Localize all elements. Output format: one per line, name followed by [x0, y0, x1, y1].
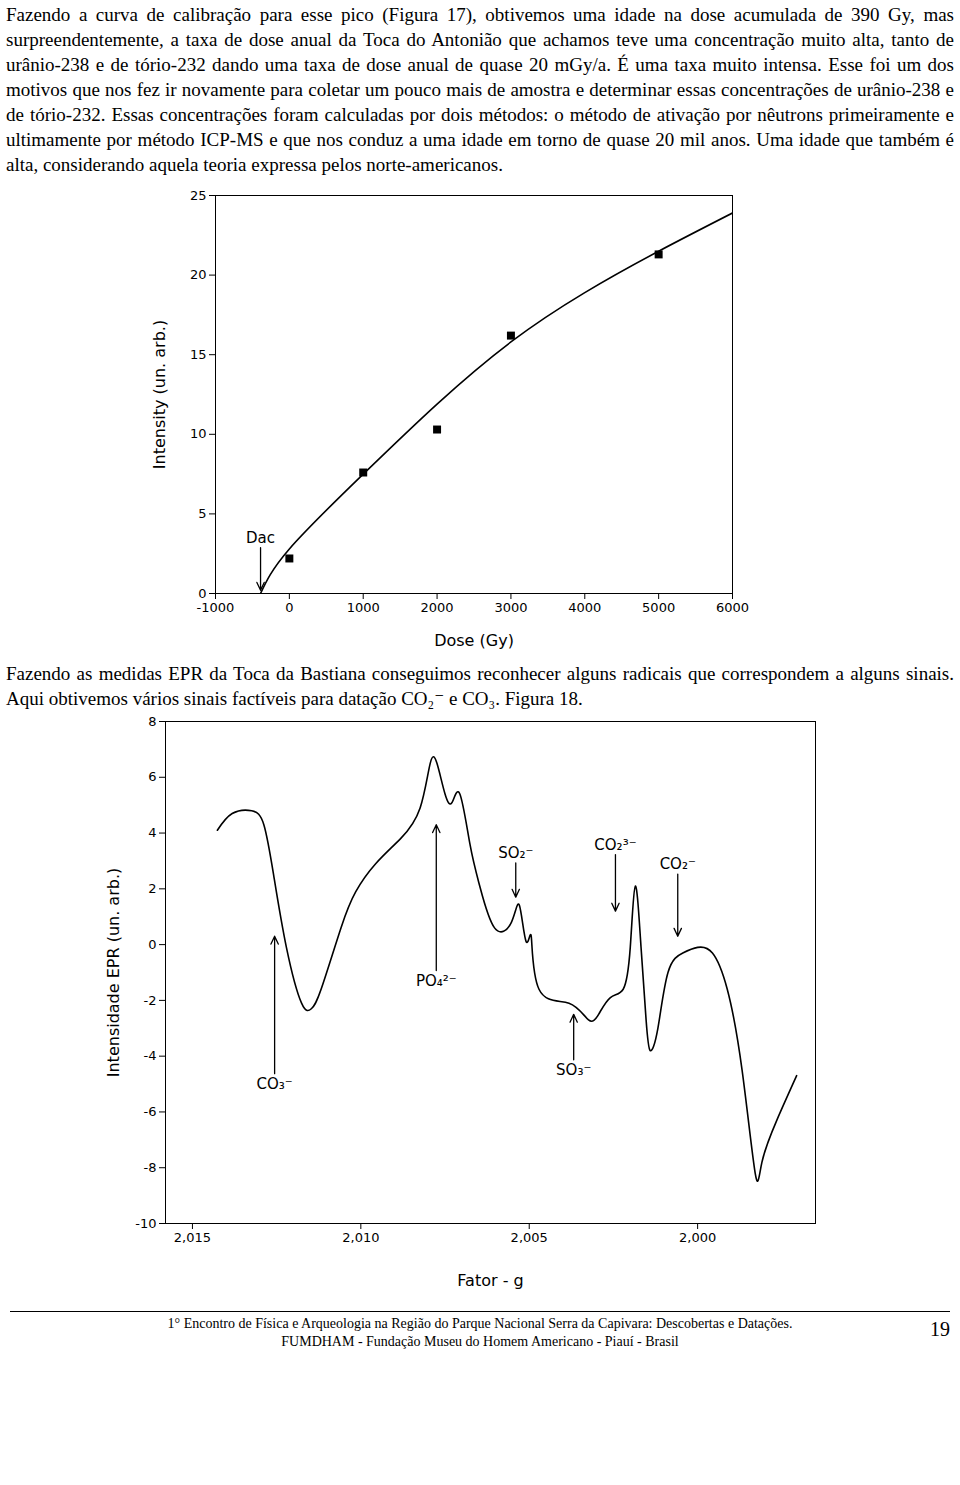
html-text:Fazendo as medidas EPR da Toca: Fazendo as medidas EPR da Toca da Bastia…	[6, 663, 954, 709]
svg-text:1000: 1000	[347, 600, 380, 615]
svg-text:5: 5	[198, 506, 206, 521]
svg-text:Dac: Dac	[246, 529, 275, 547]
svg-text:6: 6	[148, 769, 156, 784]
svg-text:0: 0	[285, 600, 293, 615]
svg-text:SO₃⁻: SO₃⁻	[556, 1061, 591, 1079]
html-text:Fazendo a curva de calibração: Fazendo a curva de calibração para esse …	[6, 4, 954, 175]
svg-text:3000: 3000	[494, 600, 527, 615]
svg-text:4000: 4000	[568, 600, 601, 615]
svg-text:6000: 6000	[716, 600, 749, 615]
svg-text:8: 8	[148, 714, 156, 729]
svg-text:0: 0	[148, 937, 156, 952]
svg-text:4: 4	[148, 825, 156, 840]
svg-text:Dose (Gy): Dose (Gy)	[434, 631, 514, 650]
svg-text:2,015: 2,015	[174, 1230, 211, 1245]
svg-text:-1000: -1000	[197, 600, 235, 615]
svg-text:PO₄²⁻: PO₄²⁻	[416, 972, 457, 990]
svg-text:Intensidade EPR (un. arb.): Intensidade EPR (un. arb.)	[104, 868, 123, 1077]
svg-text:Fator - g: Fator - g	[457, 1271, 523, 1290]
svg-text:Intensity (un. arb.): Intensity (un. arb.)	[150, 320, 169, 469]
svg-text:15: 15	[190, 347, 207, 362]
html-text:1° Encontro de Física e Arqueo: 1° Encontro de Física e Arqueologia na R…	[167, 1316, 793, 1331]
svg-text:CO₃⁻: CO₃⁻	[257, 1075, 293, 1093]
svg-text:10: 10	[190, 426, 207, 441]
svg-text:20: 20	[190, 267, 207, 282]
html-text:FUMDHAM - Fundação Museu do Ho: FUMDHAM - Fundação Museu do Homem Americ…	[281, 1334, 679, 1349]
svg-text:-10: -10	[135, 1216, 156, 1231]
svg-text:2000: 2000	[421, 600, 454, 615]
svg-text:25: 25	[190, 188, 207, 203]
svg-text:2,010: 2,010	[342, 1230, 379, 1245]
svg-text:2,005: 2,005	[511, 1230, 548, 1245]
svg-text:-2: -2	[144, 993, 157, 1008]
svg-text:2,000: 2,000	[679, 1230, 716, 1245]
svg-text:-4: -4	[144, 1048, 157, 1063]
svg-text:0: 0	[198, 586, 206, 601]
svg-text:-8: -8	[144, 1160, 157, 1175]
html-text:19: 19	[930, 1318, 950, 1340]
svg-text:CO₂³⁻: CO₂³⁻	[594, 836, 636, 854]
svg-text:SO₂⁻: SO₂⁻	[498, 844, 533, 862]
svg-text:2: 2	[148, 881, 156, 896]
svg-text:5000: 5000	[642, 600, 675, 615]
svg-text:-6: -6	[144, 1104, 157, 1119]
svg-text:CO₂⁻: CO₂⁻	[660, 855, 696, 873]
